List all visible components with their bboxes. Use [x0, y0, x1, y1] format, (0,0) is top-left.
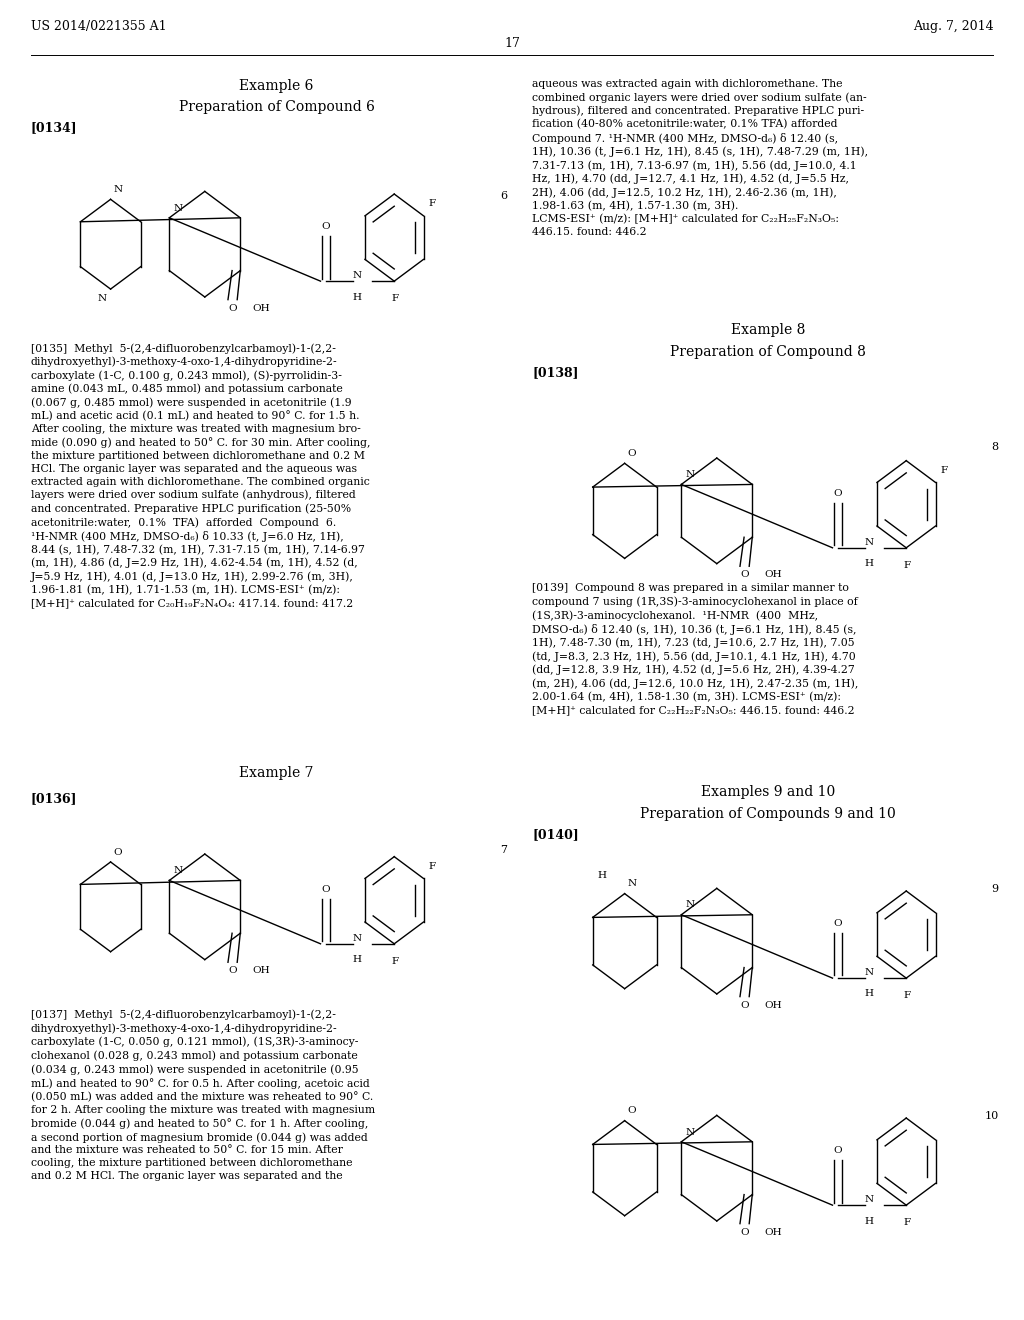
Text: 8: 8 [991, 442, 998, 453]
Text: H: H [598, 871, 606, 880]
Text: O: O [114, 847, 122, 857]
Text: N: N [864, 1196, 873, 1204]
Text: O: O [834, 488, 842, 498]
Text: O: O [628, 1106, 636, 1115]
Text: N: N [97, 294, 106, 304]
Text: OH: OH [764, 1001, 781, 1010]
Text: H: H [864, 1217, 873, 1225]
Text: N: N [173, 866, 182, 875]
Text: O: O [740, 570, 750, 579]
Text: O: O [740, 1001, 750, 1010]
Text: F: F [429, 862, 436, 871]
Text: N: N [173, 203, 182, 213]
Text: OH: OH [764, 1228, 781, 1237]
Text: [0140]: [0140] [532, 828, 580, 841]
Text: N: N [685, 900, 694, 909]
Text: O: O [228, 304, 238, 313]
Text: [0136]: [0136] [31, 792, 77, 805]
Text: Example 8: Example 8 [731, 323, 805, 338]
Text: OH: OH [764, 570, 781, 579]
Text: [0138]: [0138] [532, 366, 579, 379]
Text: Example 7: Example 7 [240, 766, 313, 780]
Text: F: F [941, 466, 948, 475]
Text: 9: 9 [991, 884, 998, 895]
Text: F: F [903, 561, 910, 570]
Text: N: N [114, 185, 123, 194]
Text: F: F [429, 199, 436, 209]
Text: H: H [352, 293, 361, 301]
Text: Examples 9 and 10: Examples 9 and 10 [700, 785, 836, 800]
Text: H: H [864, 990, 873, 998]
Text: O: O [228, 966, 238, 975]
Text: O: O [628, 449, 636, 458]
Text: 7: 7 [500, 845, 507, 855]
Text: O: O [834, 1146, 842, 1155]
Text: Preparation of Compound 6: Preparation of Compound 6 [178, 100, 375, 115]
Text: N: N [628, 879, 637, 888]
Text: F: F [903, 1218, 910, 1228]
Text: 17: 17 [504, 37, 520, 50]
Text: N: N [352, 935, 361, 942]
Text: H: H [864, 560, 873, 568]
Text: aqueous was extracted again with dichloromethane. The
combined organic layers we: aqueous was extracted again with dichlor… [532, 79, 868, 238]
Text: F: F [391, 294, 398, 304]
Text: [0135]  Methyl  5-(2,4-difluorobenzylcarbamoyl)-1-(2,2-
dihydroxyethyl)-3-methox: [0135] Methyl 5-(2,4-difluorobenzylcarba… [31, 343, 371, 609]
Text: Preparation of Compound 8: Preparation of Compound 8 [670, 345, 866, 359]
Text: Example 6: Example 6 [240, 79, 313, 94]
Text: F: F [391, 957, 398, 966]
Text: N: N [685, 1127, 694, 1137]
Text: Preparation of Compounds 9 and 10: Preparation of Compounds 9 and 10 [640, 807, 896, 821]
Text: [0139]  Compound 8 was prepared in a similar manner to
compound 7 using (1R,3S)-: [0139] Compound 8 was prepared in a simi… [532, 583, 859, 715]
Text: N: N [685, 470, 694, 479]
Text: 10: 10 [984, 1111, 998, 1122]
Text: O: O [322, 222, 330, 231]
Text: H: H [352, 956, 361, 964]
Text: [0137]  Methyl  5-(2,4-difluorobenzylcarbamoyl)-1-(2,2-
dihydroxyethyl)-3-methox: [0137] Methyl 5-(2,4-difluorobenzylcarba… [31, 1010, 375, 1181]
Text: 6: 6 [500, 191, 507, 202]
Text: US 2014/0221355 A1: US 2014/0221355 A1 [31, 20, 166, 33]
Text: N: N [352, 272, 361, 280]
Text: [0134]: [0134] [31, 121, 78, 135]
Text: F: F [903, 991, 910, 1001]
Text: Aug. 7, 2014: Aug. 7, 2014 [912, 20, 993, 33]
Text: O: O [740, 1228, 750, 1237]
Text: OH: OH [252, 966, 269, 975]
Text: O: O [834, 919, 842, 928]
Text: N: N [864, 539, 873, 546]
Text: N: N [864, 969, 873, 977]
Text: OH: OH [252, 304, 269, 313]
Text: O: O [322, 884, 330, 894]
